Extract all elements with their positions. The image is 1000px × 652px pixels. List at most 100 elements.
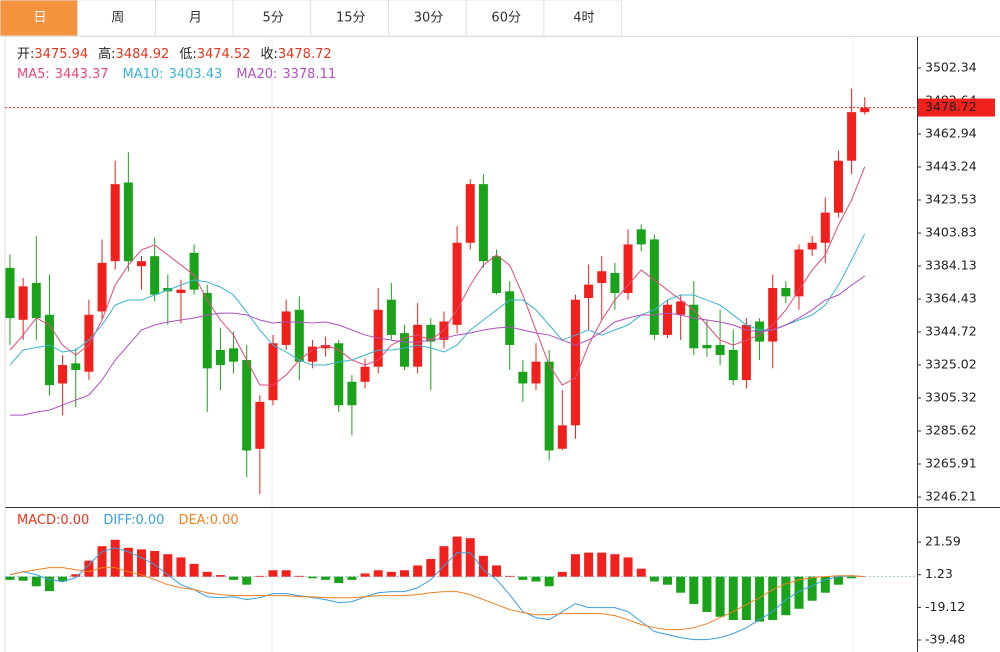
- candle-body: [281, 311, 291, 345]
- candle-body: [676, 301, 686, 315]
- candle-body: [623, 244, 633, 294]
- candle-body: [492, 256, 502, 294]
- candle-body: [741, 324, 751, 381]
- candle-body: [570, 299, 580, 426]
- macd-bar: [163, 554, 173, 577]
- candle-body: [307, 346, 317, 362]
- macd-bar: [97, 546, 107, 577]
- candle-body: [189, 252, 199, 290]
- y-tick-label: 3423.53: [925, 192, 977, 207]
- y-tick-label: 3325.02: [925, 357, 977, 372]
- tab-label[interactable]: 15分: [336, 11, 366, 26]
- tab[interactable]: [0, 0, 79, 37]
- macd-bar: [768, 576, 778, 620]
- candle-body: [781, 287, 791, 297]
- candle-body: [84, 314, 94, 372]
- macd-bar: [557, 571, 567, 577]
- tab-label[interactable]: 30分: [414, 11, 444, 26]
- macd-bar: [71, 574, 81, 577]
- macd-bar: [123, 547, 133, 577]
- candle-body: [663, 304, 672, 335]
- candle-body: [202, 293, 212, 369]
- macd-line: [9, 567, 865, 631]
- candle-body: [702, 344, 712, 349]
- macd-bar: [728, 576, 738, 620]
- macd-bar: [413, 565, 423, 577]
- y-tick-label: 3246.21: [925, 489, 977, 504]
- macd-bar: [400, 570, 409, 577]
- tab[interactable]: [388, 0, 467, 37]
- macd-bar: [465, 538, 475, 577]
- macd-bar: [610, 554, 620, 577]
- candle-body: [847, 112, 857, 161]
- macd-bar: [386, 571, 396, 577]
- tab[interactable]: [77, 0, 156, 37]
- tab[interactable]: [310, 0, 389, 37]
- macd-bar: [150, 550, 160, 577]
- y-tick-label: 3344.72: [925, 324, 977, 339]
- tab[interactable]: [154, 0, 234, 37]
- macd-bar: [255, 575, 265, 577]
- legend-value: 3403.43: [169, 67, 223, 82]
- macd-bar: [649, 576, 659, 582]
- candle-body: [649, 239, 659, 335]
- tab-label[interactable]: 月: [189, 11, 202, 26]
- candle-body: [97, 262, 107, 312]
- candle-body: [531, 361, 541, 384]
- macd-bar: [360, 573, 370, 577]
- y-tick-label: 3403.83: [925, 224, 977, 239]
- macd-bar: [623, 557, 633, 577]
- candle-body: [386, 299, 396, 335]
- candle-body: [5, 267, 15, 319]
- tab-label[interactable]: 4时: [573, 11, 594, 26]
- ma-line: [9, 233, 866, 366]
- tab-label[interactable]: 周: [111, 11, 124, 26]
- candle-body: [544, 361, 554, 451]
- candle-body: [478, 184, 488, 262]
- y-tick-label: -19.12: [925, 599, 965, 614]
- ohlc-label: 低:: [179, 47, 196, 62]
- candle-body: [58, 365, 68, 384]
- candle-body: [294, 309, 304, 362]
- macd-bar: [518, 576, 528, 580]
- macd-bar: [820, 576, 830, 593]
- candle-body: [110, 184, 120, 262]
- candle-body: [123, 182, 133, 262]
- candle-body: [400, 333, 409, 367]
- candle-body: [360, 366, 370, 382]
- candle-body: [860, 107, 870, 113]
- macd-bar: [281, 570, 291, 577]
- ohlc-value: 3484.92: [116, 47, 170, 62]
- macd-bar: [176, 557, 186, 577]
- tab-label[interactable]: 日: [33, 11, 46, 26]
- candle-body: [334, 343, 344, 406]
- ohlc-label: 收:: [260, 47, 277, 62]
- candle-body: [465, 184, 475, 243]
- candle-body: [557, 425, 567, 449]
- macd-bar: [663, 576, 672, 585]
- tab[interactable]: [465, 0, 545, 37]
- candle-body: [439, 321, 449, 340]
- ohlc-value: 3478.72: [278, 47, 332, 62]
- macd-bar: [847, 576, 857, 579]
- macd-bar: [58, 576, 68, 582]
- y-tick-label: 3502.34: [925, 60, 977, 75]
- candle-body: [452, 242, 462, 325]
- candle-body: [426, 324, 436, 342]
- macd-bar: [478, 555, 488, 577]
- candle-body: [255, 401, 265, 449]
- macd-bar: [268, 570, 278, 577]
- y-tick-label: 3305.32: [925, 389, 977, 404]
- candle-body: [584, 284, 594, 299]
- tab-label[interactable]: 60分: [491, 11, 521, 26]
- tab-label[interactable]: 5分: [262, 11, 283, 26]
- macd-bar: [215, 575, 225, 577]
- macd-bar: [5, 576, 15, 580]
- tab[interactable]: [543, 0, 623, 37]
- tab[interactable]: [232, 0, 312, 37]
- macd-bar: [781, 576, 791, 616]
- ohlc-readout: 开:3475.94 高:3484.92 低:3474.52 收:3478.72: [17, 46, 332, 62]
- legend-name: DIFF:: [103, 513, 135, 528]
